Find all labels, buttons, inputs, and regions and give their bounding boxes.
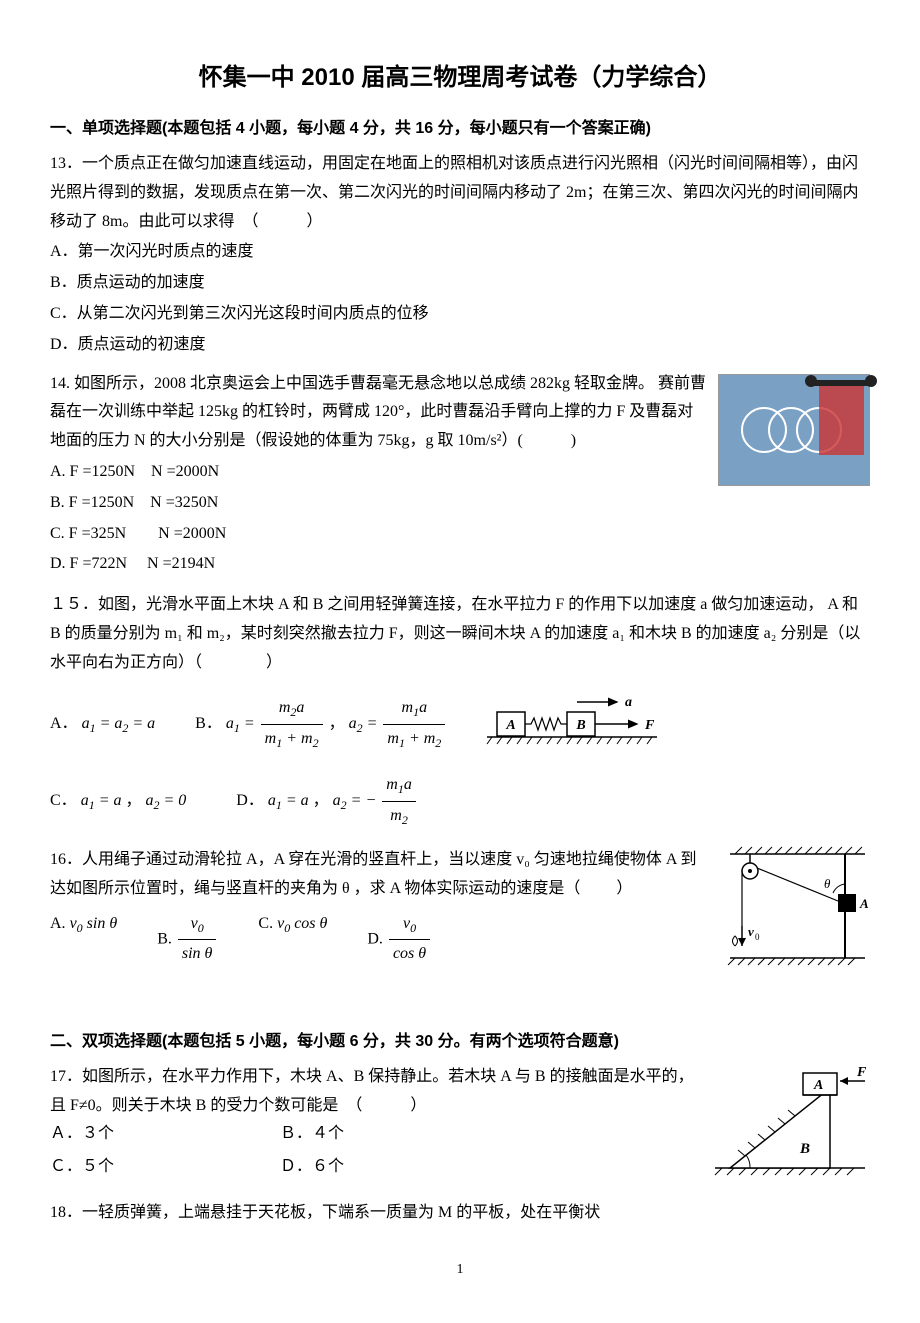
q17-option-d: Ｄ．６个 bbox=[280, 1153, 450, 1182]
section-2-heading: 二、双项选择题(本题包括 5 小题，每小题 6 分，共 30 分。有两个选项符合… bbox=[50, 1028, 870, 1057]
q13-option-b: B．质点运动的加速度 bbox=[50, 269, 870, 298]
q13-option-a: A．第一次闪光时质点的速度 bbox=[50, 238, 870, 267]
q17-option-c: Ｃ．５个 bbox=[50, 1153, 220, 1182]
svg-text:A: A bbox=[506, 718, 516, 733]
page-number: 1 bbox=[50, 1257, 870, 1282]
q14-stem: 如图所示，2008 北京奥运会上中国选手曹磊毫无悬念地以总成绩 282kg 轻取… bbox=[50, 375, 706, 450]
q17-stem: 如图所示，在水平力作用下，木块 A、B 保持静止。若木块 A 与 B 的接触面是… bbox=[50, 1068, 694, 1114]
svg-text:a: a bbox=[625, 695, 632, 710]
q13-option-d: D．质点运动的初速度 bbox=[50, 331, 870, 360]
q15-option-d: D． a1 = a ， a2 = − m1am2 bbox=[236, 771, 418, 832]
question-15: １５．如图，光滑水平面上木块 A 和 B 之间用轻弹簧连接，在水平拉力 F 的作… bbox=[50, 591, 870, 832]
question-16: v 0 A θ 16．人用绳子通过动滑轮拉 A，A 穿在光滑的竖直杆上，当以速度… bbox=[50, 846, 870, 977]
q15-label-b: B． bbox=[195, 715, 222, 732]
q15-comma-1: ， bbox=[329, 715, 345, 732]
q15-label-c: C． bbox=[50, 792, 77, 809]
svg-text:B: B bbox=[799, 1141, 810, 1157]
page-title: 怀集一中 2010 届高三物理周考试卷（力学综合） bbox=[50, 56, 870, 99]
q16-stem: 人用绳子通过动滑轮拉 A，A 穿在光滑的竖直杆上，当以速度 v₀ 匀速地拉绳使物… bbox=[50, 851, 697, 897]
svg-text:B: B bbox=[576, 718, 586, 733]
q16-label-d: D. bbox=[367, 930, 383, 947]
q13-stem: 一个质点正在做匀加速直线运动，用固定在地面上的照相机对该质点进行闪光照相（闪光时… bbox=[50, 155, 858, 230]
svg-text:θ: θ bbox=[824, 876, 831, 891]
q16-figure: v 0 A θ bbox=[720, 846, 870, 977]
q13-option-c: C．从第二次闪光到第三次闪光这段时间内质点的位移 bbox=[50, 300, 870, 329]
question-17: B A F 17．如图所示，在水平力作用下，木块 A、B 保持静止。若木块 A … bbox=[50, 1063, 870, 1189]
svg-text:F: F bbox=[644, 718, 655, 733]
svg-text:A: A bbox=[859, 896, 869, 911]
svg-text:A: A bbox=[813, 1078, 823, 1093]
question-14: 14. 如图所示，2008 北京奥运会上中国选手曹磊毫无悬念地以总成绩 282k… bbox=[50, 370, 870, 582]
q13-number: 13． bbox=[50, 155, 82, 172]
q16-number: 16． bbox=[50, 851, 82, 868]
q15-label-d: D． bbox=[236, 792, 264, 809]
q14-option-b: B. F =1250N N =3250N bbox=[50, 489, 870, 518]
q16-option-b: B. v0sin θ bbox=[157, 910, 218, 970]
q15-option-c: C． a1 = a ， a2 = 0 bbox=[50, 787, 186, 817]
svg-text:v: v bbox=[748, 924, 754, 939]
q17-number: 17． bbox=[50, 1068, 82, 1085]
q14-option-d: D. F =722N N =2194N bbox=[50, 550, 870, 579]
q17-option-b: Ｂ．４个 bbox=[280, 1120, 450, 1149]
q15-stem: 如图，光滑水平面上木块 A 和 B 之间用轻弹簧连接，在水平拉力 F 的作用下以… bbox=[50, 596, 860, 671]
q16-option-a: A. v0 sin θ bbox=[50, 910, 117, 970]
q18-stem: 一轻质弹簧，上端悬挂于天花板，下端系一质量为 M 的平板，处在平衡状 bbox=[82, 1204, 600, 1221]
q14-option-c: C. F =325N N =2000N bbox=[50, 520, 870, 549]
q15-option-b: B． a1 = m2am1 + m2 ， a2 = m1am1 + m2 bbox=[195, 694, 447, 755]
q16-option-d: D. v0cos θ bbox=[367, 910, 432, 970]
q18-number: 18． bbox=[50, 1204, 82, 1221]
q16-option-c: C. v0 cos θ bbox=[258, 910, 327, 970]
q15-comma-3: ， bbox=[313, 792, 329, 809]
q16-label-a: A. bbox=[50, 915, 66, 932]
q17-option-a: Ａ．３个 bbox=[50, 1120, 220, 1149]
svg-text:F: F bbox=[856, 1065, 867, 1080]
section-1-heading: 一、单项选择题(本题包括 4 小题，每小题 4 分，共 16 分，每小题只有一个… bbox=[50, 115, 870, 144]
q17-figure: B A F bbox=[710, 1063, 870, 1189]
question-18: 18．一轻质弹簧，上端悬挂于天花板，下端系一质量为 M 的平板，处在平衡状 bbox=[50, 1199, 870, 1228]
q15-option-a: A． a1 = a2 = a bbox=[50, 710, 155, 740]
q15-number: １５． bbox=[50, 596, 98, 613]
q14-figure-placeholder bbox=[718, 374, 870, 486]
q16-label-c: C. bbox=[258, 915, 273, 932]
q14-number: 14. bbox=[50, 375, 70, 392]
q15-figure: A B a F bbox=[487, 692, 657, 758]
q15-comma-2: ， bbox=[125, 792, 141, 809]
svg-text:0: 0 bbox=[755, 932, 760, 942]
question-13: 13．一个质点正在做匀加速直线运动，用固定在地面上的照相机对该质点进行闪光照相（… bbox=[50, 150, 870, 360]
q16-label-b: B. bbox=[157, 930, 172, 947]
q15-label-a: A． bbox=[50, 715, 78, 732]
